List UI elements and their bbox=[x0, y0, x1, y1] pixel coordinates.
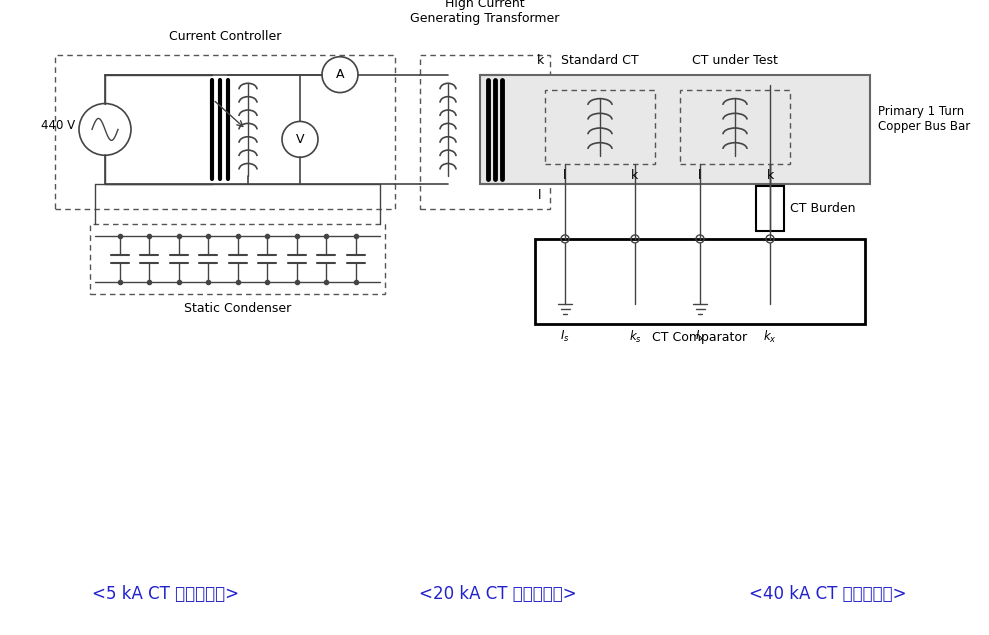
Text: 440 V: 440 V bbox=[41, 119, 75, 132]
Text: High Current
Generating Transformer: High Current Generating Transformer bbox=[410, 0, 560, 25]
Text: CT Comparator: CT Comparator bbox=[653, 331, 748, 344]
Text: V: V bbox=[296, 133, 305, 146]
Text: Primary 1 Turn
Copper Bus Bar: Primary 1 Turn Copper Bus Bar bbox=[878, 105, 970, 133]
Text: k: k bbox=[536, 54, 544, 67]
Text: k: k bbox=[766, 169, 773, 182]
Bar bbox=[535, 239, 865, 323]
Text: <40 kA CT 측정시스템>: <40 kA CT 측정시스템> bbox=[749, 585, 907, 603]
Bar bbox=[90, 224, 385, 293]
Text: $k_x$: $k_x$ bbox=[764, 328, 777, 345]
Bar bbox=[55, 55, 395, 209]
Bar bbox=[756, 186, 784, 231]
Text: l: l bbox=[698, 169, 702, 182]
Bar bbox=[545, 90, 655, 164]
Text: $I_x$: $I_x$ bbox=[695, 328, 705, 344]
Circle shape bbox=[322, 57, 358, 93]
Text: l: l bbox=[564, 169, 567, 182]
Bar bbox=[480, 75, 870, 184]
Text: <5 kA CT 측정시스템>: <5 kA CT 측정시스템> bbox=[92, 585, 238, 603]
Text: CT Burden: CT Burden bbox=[790, 202, 855, 215]
Text: l: l bbox=[538, 189, 542, 202]
Text: Current Controller: Current Controller bbox=[169, 30, 281, 43]
Text: k: k bbox=[631, 169, 639, 182]
Text: <20 kA CT 측정시스템>: <20 kA CT 측정시스템> bbox=[418, 585, 577, 603]
Text: Standard CT: Standard CT bbox=[561, 54, 639, 67]
Text: $I_s$: $I_s$ bbox=[560, 328, 570, 344]
Text: A: A bbox=[335, 68, 344, 81]
Bar bbox=[420, 55, 550, 209]
Bar bbox=[680, 90, 790, 164]
Text: CT under Test: CT under Test bbox=[692, 54, 778, 67]
Text: Static Condenser: Static Condenser bbox=[184, 302, 291, 314]
Text: $k_s$: $k_s$ bbox=[629, 328, 642, 345]
Circle shape bbox=[282, 121, 318, 157]
